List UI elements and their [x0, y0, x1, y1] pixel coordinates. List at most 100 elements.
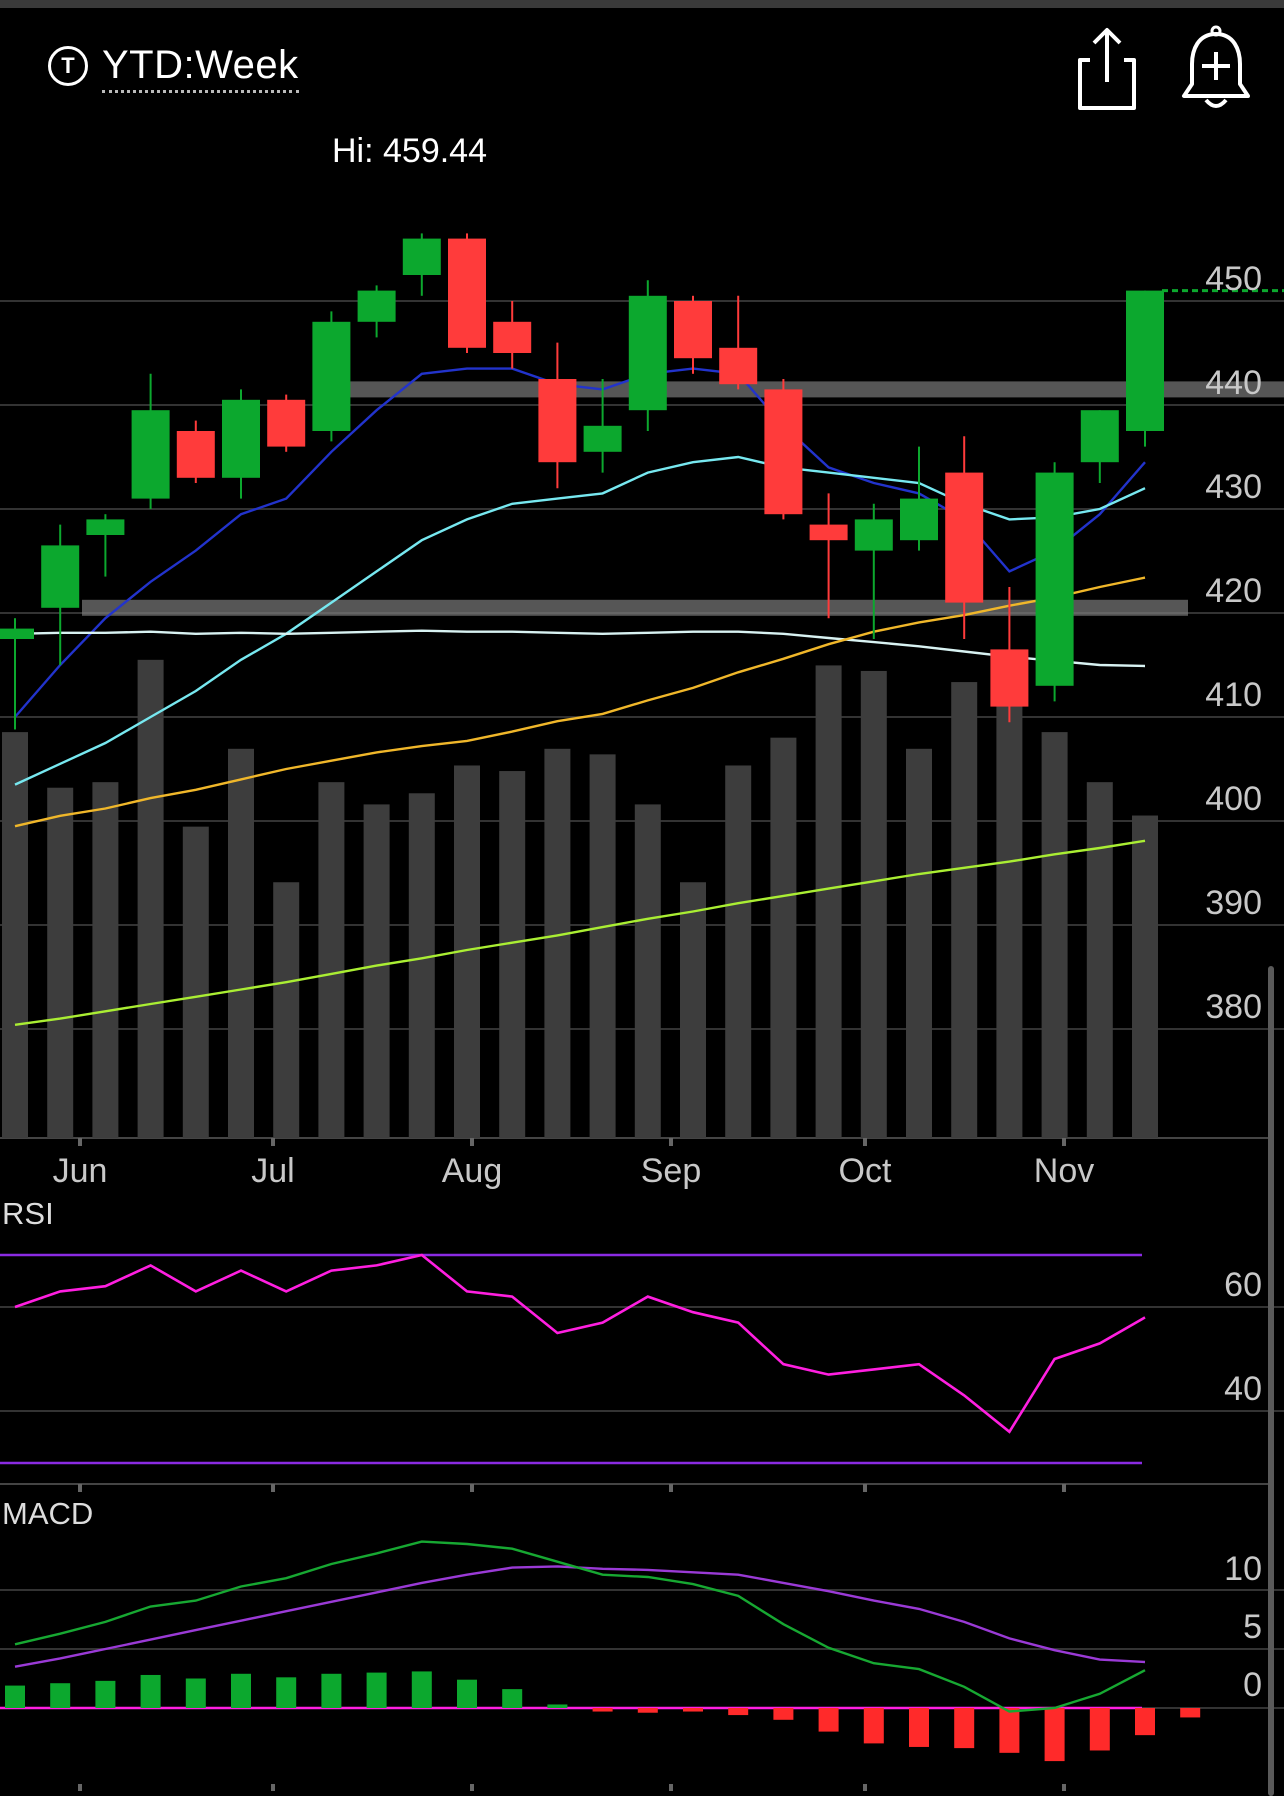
macd-histogram-bar — [185, 1678, 206, 1708]
candle-body — [900, 498, 938, 541]
macd-histogram-bar — [728, 1708, 749, 1716]
macd-histogram-bar — [1135, 1708, 1155, 1736]
candle-body — [402, 238, 441, 275]
macd-histogram-bar — [276, 1677, 297, 1708]
volume-bar — [815, 665, 842, 1138]
macd-tick-label: 10 — [1224, 1550, 1262, 1588]
price-tick-label: 390 — [1205, 884, 1262, 922]
rsi-label: RSI — [2, 1196, 54, 1231]
high-price-label: Hi: 459.44 — [332, 132, 487, 170]
macd-histogram-bar — [773, 1708, 794, 1720]
candle-body — [357, 290, 396, 322]
macd-histogram-bar — [547, 1704, 568, 1708]
volume-bar — [182, 826, 209, 1138]
volume-bar — [544, 748, 571, 1138]
candle-body — [628, 295, 667, 411]
macd-histogram-bar — [954, 1708, 975, 1749]
candle-body — [719, 347, 758, 385]
candle-body — [1035, 472, 1074, 686]
top-divider — [0, 0, 1284, 8]
rsi-tick-label: 40 — [1224, 1370, 1262, 1408]
macd-histogram-bar — [1089, 1708, 1110, 1751]
macd-histogram-bar — [999, 1708, 1020, 1753]
macd-histogram-bar — [637, 1708, 658, 1713]
volume-bar — [1086, 782, 1113, 1138]
volume-bar — [47, 787, 74, 1138]
macd-histogram-bar — [1180, 1708, 1201, 1718]
candle-body — [312, 321, 351, 431]
volume-bar — [770, 737, 797, 1138]
macd-histogram-bar — [818, 1708, 839, 1732]
volume-bar — [363, 804, 390, 1138]
support-band — [82, 599, 1188, 616]
month-label: Jul — [251, 1152, 295, 1190]
macd-histogram-bar — [909, 1708, 929, 1747]
volume-bar — [273, 882, 300, 1138]
candle-body — [674, 301, 712, 359]
vertical-scrollbar[interactable] — [1268, 966, 1274, 1796]
price-tick-label: 430 — [1205, 468, 1262, 506]
share-icon[interactable] — [1068, 24, 1148, 114]
volume-bar — [408, 793, 435, 1138]
moving-average-line — [14, 576, 1146, 828]
candle-body — [583, 425, 622, 452]
macd-tick-label: 0 — [1243, 1666, 1262, 1704]
macd-histogram-bar — [231, 1673, 251, 1708]
price-tick-label: 380 — [1205, 988, 1262, 1026]
macd-histogram-bar — [592, 1708, 613, 1712]
candle-body — [809, 524, 848, 541]
volume-bar — [634, 804, 661, 1138]
macd-histogram-bar — [366, 1672, 387, 1708]
volume-bar — [137, 659, 164, 1138]
volume-bar — [92, 782, 119, 1138]
macd-histogram-bar — [5, 1685, 25, 1708]
chart-period-title[interactable]: YTD:Week — [102, 40, 299, 93]
candle-body — [131, 410, 170, 499]
rsi-line — [14, 1253, 1146, 1434]
timeframe-selector[interactable]: T YTD:Week — [48, 40, 299, 93]
month-label: Aug — [441, 1152, 503, 1190]
candle-body — [990, 649, 1029, 707]
volume-bar — [906, 748, 932, 1138]
price-tick-label: 450 — [1205, 260, 1262, 298]
volume-bar — [589, 754, 616, 1138]
candle-body — [448, 238, 486, 348]
volume-bar — [1132, 815, 1158, 1138]
candle-body — [1080, 410, 1119, 463]
macd-histogram-bar — [50, 1683, 71, 1708]
volume-bar — [228, 748, 254, 1138]
candle-body — [945, 472, 984, 603]
price-tick-label: 440 — [1205, 364, 1262, 402]
macd-histogram-bar — [863, 1708, 884, 1744]
price-tick-label: 410 — [1205, 676, 1262, 714]
macd-tick-label: 5 — [1243, 1608, 1262, 1646]
moving-average-line — [14, 629, 1146, 668]
month-label: Nov — [1033, 1152, 1095, 1190]
clock-t-icon: T — [48, 46, 88, 86]
candle-body — [0, 628, 34, 639]
macd-signal-line — [14, 1565, 1146, 1668]
macd-histogram-bar — [321, 1673, 342, 1708]
price-tick-label: 400 — [1205, 780, 1262, 818]
candle-body — [222, 399, 260, 478]
candle-body — [41, 545, 80, 608]
month-label: Oct — [838, 1152, 892, 1190]
bell-plus-icon[interactable] — [1176, 24, 1256, 114]
macd-histogram-bar — [457, 1679, 477, 1708]
candle-body — [86, 519, 125, 535]
month-label: Jun — [52, 1152, 108, 1190]
candle-body — [267, 399, 306, 447]
rsi-tick-label: 60 — [1224, 1266, 1262, 1304]
macd-histogram-bar — [1044, 1708, 1065, 1762]
macd-label: MACD — [2, 1496, 94, 1531]
volume-bar — [996, 654, 1023, 1138]
candle-body — [854, 519, 893, 551]
volume-bar — [680, 882, 706, 1138]
candle-body — [176, 431, 215, 478]
volume-bar — [318, 782, 345, 1138]
volume-bar — [2, 732, 28, 1138]
candle-body — [538, 379, 577, 463]
moving-average-line — [14, 839, 1146, 1026]
macd-histogram-bar — [95, 1680, 116, 1708]
